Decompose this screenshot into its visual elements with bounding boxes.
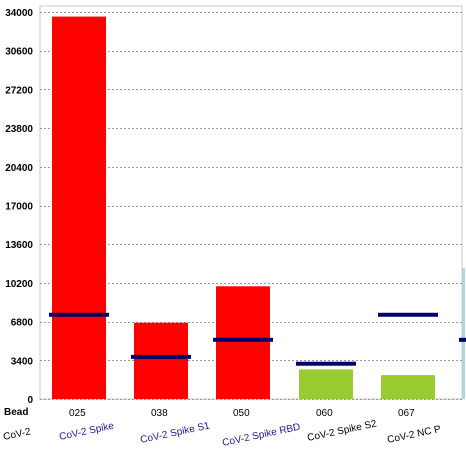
y-tick-label: 0 xyxy=(27,395,33,406)
row-label: Bead xyxy=(4,407,28,418)
x-tick-label: 050 xyxy=(233,408,250,419)
threshold-038 xyxy=(131,354,191,359)
x-tick-label: 038 xyxy=(151,408,168,419)
y-tick-label: 17000 xyxy=(5,202,33,213)
analyte-label: CoV-2 Spike RBD xyxy=(221,422,301,449)
x-tick-label: 060 xyxy=(316,408,333,419)
y-tick-label: 13600 xyxy=(5,240,33,251)
threshold-060 xyxy=(296,361,356,366)
y-axis: 0 3400 6800 10200 13600 17000 20400 23800 27200 3… xyxy=(5,8,33,406)
bar-067 xyxy=(381,375,435,399)
analyte-label: CoV-2 NC P xyxy=(386,424,442,446)
analyte-label: CoV-2 Spike xyxy=(58,421,115,443)
bar-050 xyxy=(216,286,270,399)
y-tick-label: 20400 xyxy=(5,163,33,174)
analyte-label: CoV-2 Spike S1 xyxy=(139,420,211,446)
analyte-label: CoV-2 Spike S2 xyxy=(306,418,378,444)
y-tick-label: 3400 xyxy=(11,356,34,367)
threshold-067 xyxy=(378,312,438,317)
analyte-label: CoV-2 xyxy=(2,426,32,443)
partial-threshold xyxy=(459,337,466,342)
y-tick-label: 30600 xyxy=(5,47,33,58)
y-tick-label: 27200 xyxy=(5,85,33,96)
x-tick-label: 067 xyxy=(398,408,415,419)
x-tick-label: 025 xyxy=(69,408,86,419)
threshold-050 xyxy=(213,337,273,342)
y-tick-label: 10200 xyxy=(5,279,33,290)
bar-025 xyxy=(52,16,106,399)
bar-060 xyxy=(299,369,353,399)
y-tick-label: 23800 xyxy=(5,124,33,135)
bars xyxy=(52,16,465,399)
threshold-025 xyxy=(49,312,109,317)
partial-bar xyxy=(462,268,465,399)
y-tick-label: 6800 xyxy=(11,318,34,329)
x-labels: Bead 025 038 050 060 067 CoV-2 CoV-2 Spike CoV-2… xyxy=(2,407,442,449)
y-tick-label: 34000 xyxy=(5,8,33,19)
threshold-lines xyxy=(49,312,466,366)
bar-038 xyxy=(134,322,188,399)
